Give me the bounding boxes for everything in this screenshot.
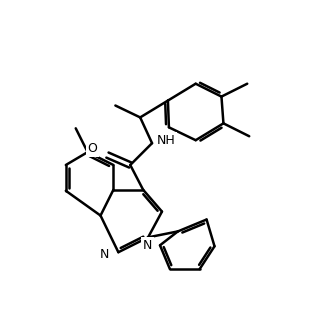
Text: O: O: [88, 142, 98, 155]
Text: N: N: [142, 239, 152, 252]
Text: N: N: [100, 248, 109, 261]
Text: NH: NH: [157, 134, 175, 147]
